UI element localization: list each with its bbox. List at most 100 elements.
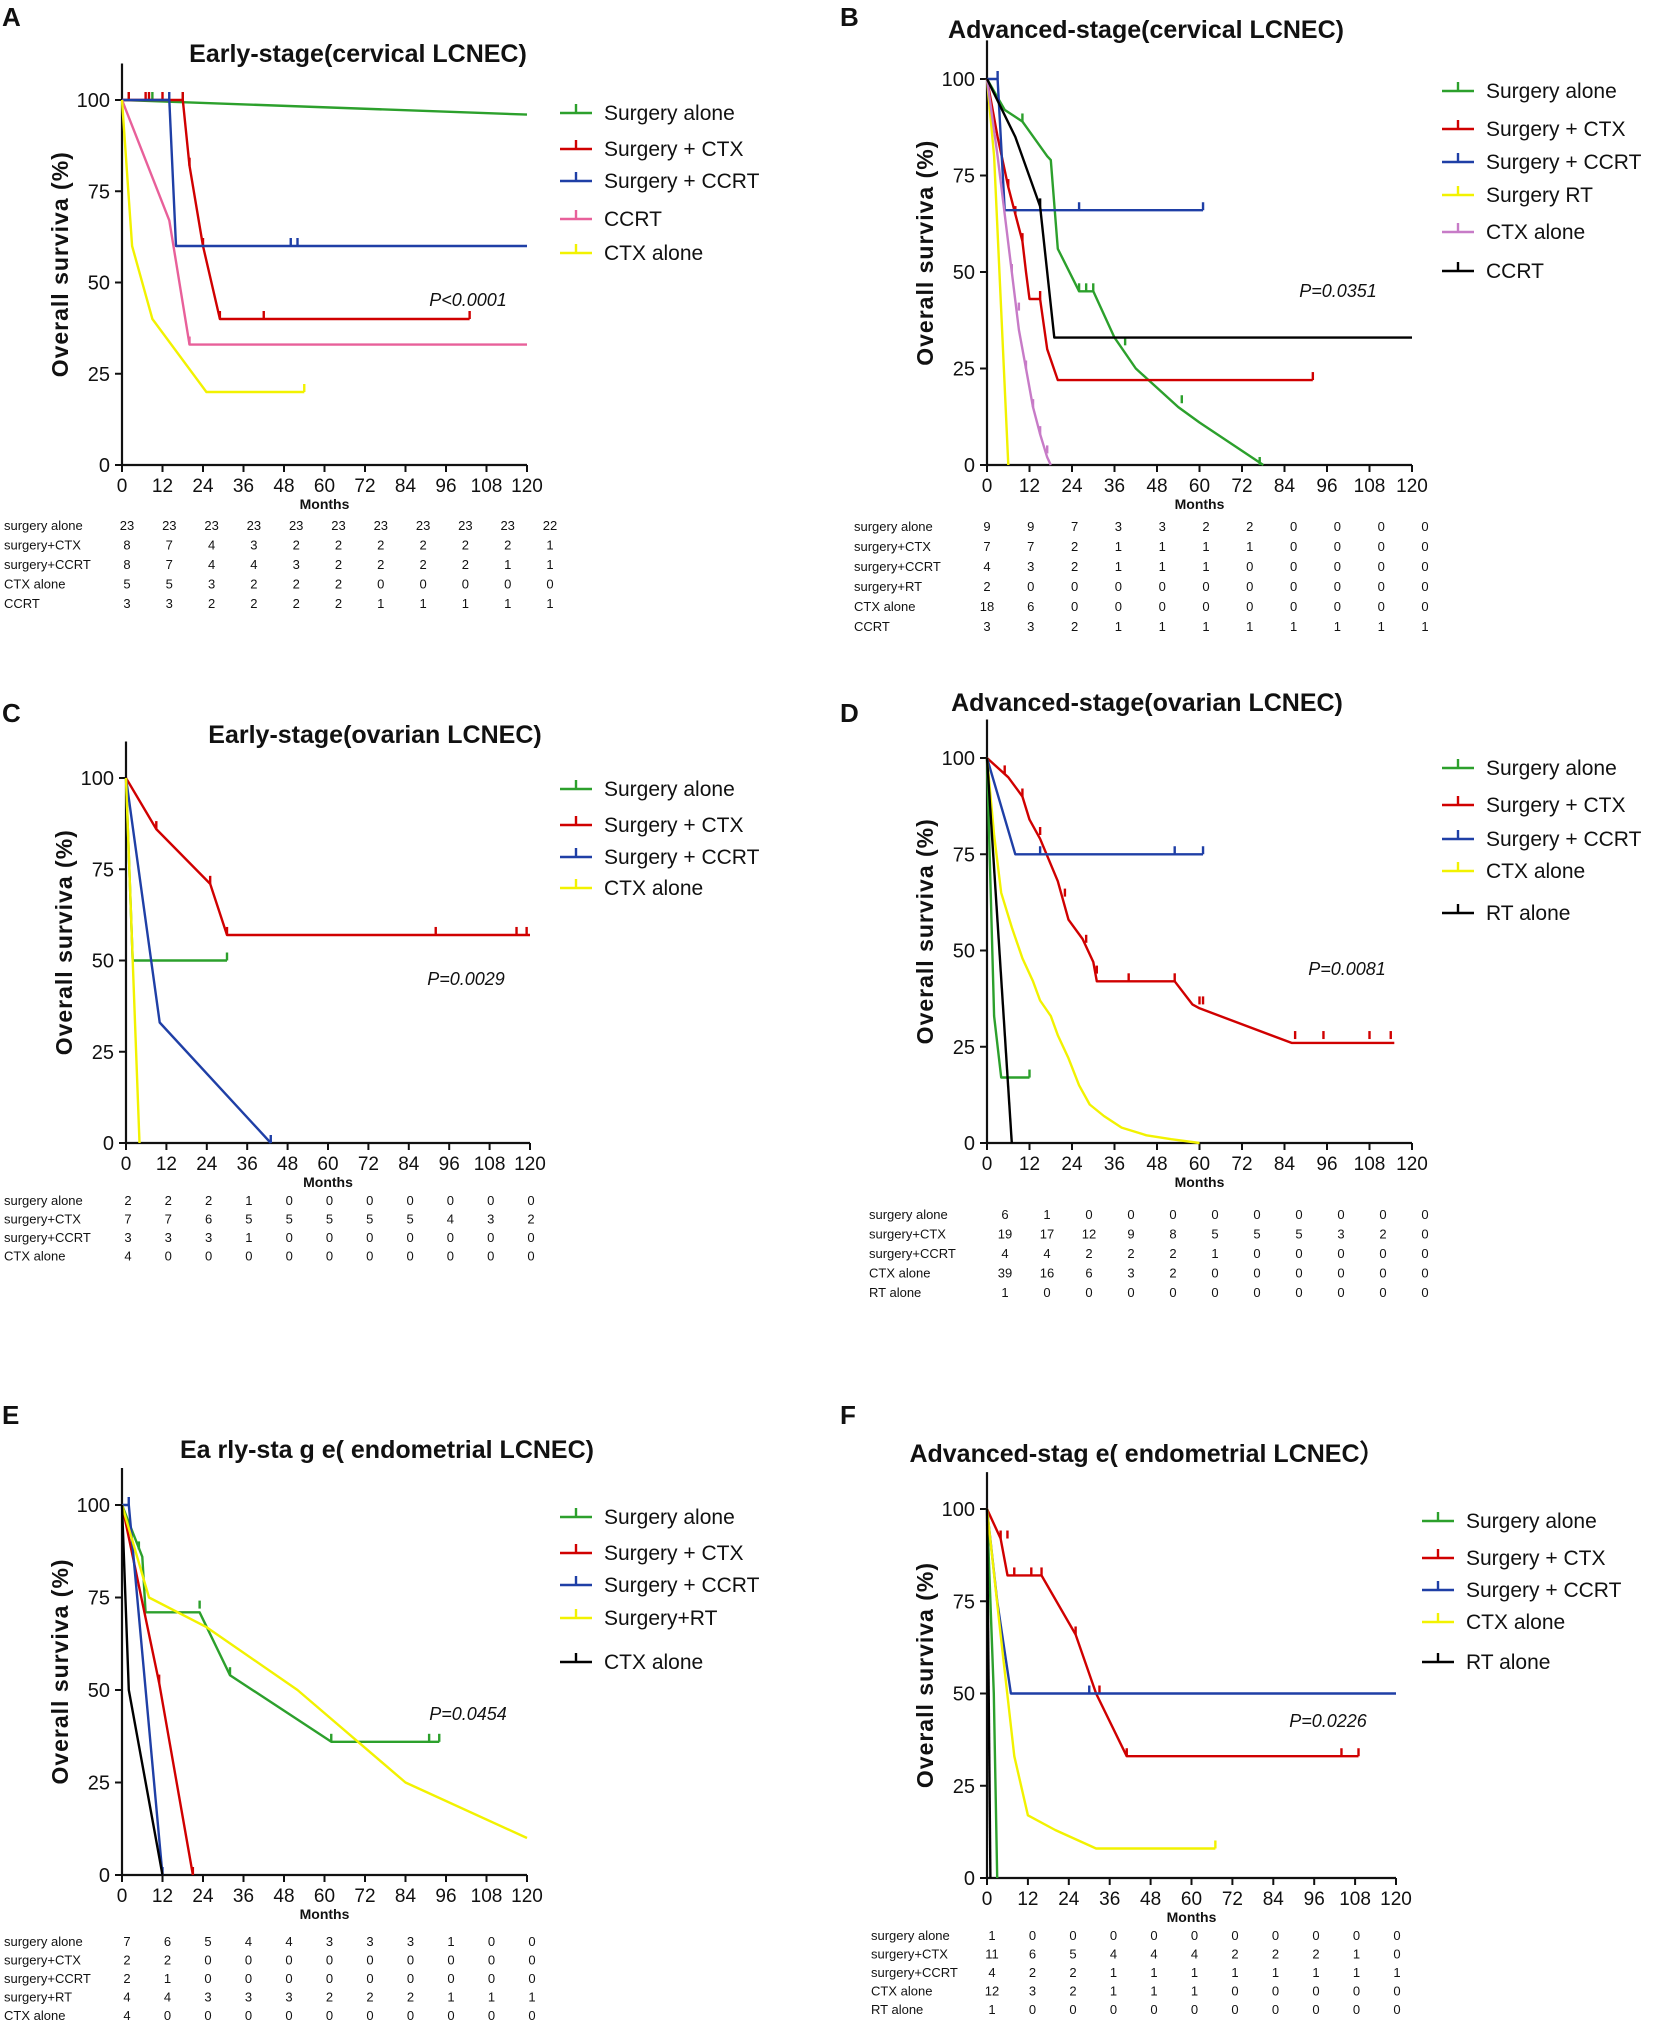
- risk-cell: 0: [1043, 1285, 1050, 1300]
- legend-label: CCRT: [1486, 260, 1544, 283]
- risk-cell: 1: [1191, 1984, 1198, 1999]
- y-tick-label: 75: [88, 181, 110, 203]
- risk-cell: 0: [326, 1971, 333, 1986]
- risk-cell: 2: [462, 538, 469, 553]
- series-surgery-alone: Surgery alone: [985, 78, 1617, 466]
- risk-cell: 1: [1231, 1965, 1238, 1980]
- y-tick-label: 100: [942, 1499, 975, 1521]
- x-tick-label: 96: [1304, 1889, 1325, 1910]
- risk-cell: 3: [285, 1990, 292, 2005]
- p-value: P<0.0001: [429, 290, 507, 310]
- risk-cell: 7: [123, 1934, 130, 1949]
- risk-cell: 0: [1353, 1984, 1360, 1999]
- risk-cell: 0: [1353, 2002, 1360, 2017]
- y-tick-label: 25: [88, 1773, 110, 1795]
- risk-cell: 1: [1378, 619, 1385, 634]
- risk-cell: 0: [1159, 599, 1166, 614]
- x-tick-label: 0: [982, 1889, 993, 1910]
- risk-row-label: surgery+CTX: [4, 1212, 81, 1227]
- y-tick-label: 0: [99, 455, 110, 477]
- y-tick-label: 25: [953, 359, 975, 381]
- y-tick-label: 50: [953, 262, 975, 284]
- risk-cell: 22: [543, 518, 557, 533]
- survival-line: [122, 98, 470, 321]
- risk-cell: 1: [1001, 1285, 1008, 1300]
- risk-cell: 1: [1115, 539, 1122, 554]
- risk-cell: 0: [1159, 579, 1166, 594]
- risk-cell: 5: [326, 1212, 333, 1227]
- risk-row-label: surgery+CTX: [4, 1953, 81, 1968]
- risk-cell: 23: [458, 518, 472, 533]
- risk-cell: 2: [165, 1193, 172, 1208]
- risk-cell: 0: [528, 2008, 535, 2023]
- risk-cell: 4: [245, 1934, 252, 1949]
- risk-cell: 2: [419, 538, 426, 553]
- x-tick-label: 120: [1396, 476, 1428, 497]
- risk-cell: 1: [245, 1230, 252, 1245]
- y-tick-label: 100: [942, 69, 975, 91]
- risk-row-label: RT alone: [869, 1285, 921, 1300]
- risk-cell: 2: [335, 557, 342, 572]
- risk-cell: 2: [250, 596, 257, 611]
- y-tick-label: 100: [77, 90, 110, 112]
- x-tick-label: 12: [152, 476, 173, 497]
- series-surgery-ctx: Surgery + CTX: [122, 92, 743, 321]
- risk-cell: 1: [1246, 619, 1253, 634]
- risk-cell: 1: [1393, 1965, 1400, 1980]
- y-tick-label: 0: [964, 1133, 975, 1155]
- legend-label: CTX alone: [604, 1651, 703, 1674]
- chart-title: Advanced-stag e( endometrial LCNEC）: [909, 1439, 1384, 1468]
- risk-cell: 2: [1312, 1947, 1319, 1962]
- x-tick-label: 108: [471, 476, 503, 497]
- p-value: P=0.0454: [429, 1704, 507, 1724]
- x-tick-label: 24: [196, 1154, 218, 1175]
- risk-cell: 3: [205, 1230, 212, 1245]
- risk-cell: 0: [488, 1934, 495, 1949]
- risk-cell: 0: [1071, 599, 1078, 614]
- y-axis-label: Overall surviva (%): [51, 829, 77, 1055]
- risk-row-label: CTX alone: [4, 577, 65, 592]
- risk-cell: 5: [406, 1212, 413, 1227]
- survival-line: [120, 1504, 528, 1840]
- legend-label: CTX alone: [604, 242, 703, 265]
- risk-cell: 23: [374, 518, 388, 533]
- risk-cell: 2: [1202, 519, 1209, 534]
- legend-label: Surgery + CTX: [1486, 118, 1625, 141]
- risk-cell: 2: [250, 577, 257, 592]
- y-tick-label: 0: [99, 1865, 110, 1887]
- x-tick-label: 84: [1274, 476, 1296, 497]
- risk-cell: 0: [326, 1193, 333, 1208]
- risk-cell: 0: [366, 1971, 373, 1986]
- series-ctx-alone: CTX alone: [985, 1508, 1565, 1850]
- risk-cell: 2: [1246, 519, 1253, 534]
- risk-cell: 2: [123, 1953, 130, 1968]
- risk-cell: 1: [1159, 559, 1166, 574]
- risk-cell: 5: [204, 1934, 211, 1949]
- risk-cell: 0: [528, 1934, 535, 1949]
- risk-cell: 19: [998, 1227, 1012, 1242]
- risk-cell: 2: [1071, 619, 1078, 634]
- risk-cell: 0: [204, 2008, 211, 2023]
- risk-cell: 1: [1290, 619, 1297, 634]
- risk-cell: 0: [204, 1971, 211, 1986]
- risk-cell: 5: [1069, 1947, 1076, 1962]
- risk-cell: 0: [1029, 2002, 1036, 2017]
- panel-letter: C: [2, 698, 21, 728]
- risk-cell: 0: [504, 577, 511, 592]
- survival-line: [985, 757, 1200, 1145]
- risk-cell: 11: [985, 1947, 999, 1962]
- survival-line: [120, 1504, 440, 1744]
- y-tick-label: 50: [88, 1680, 110, 1702]
- legend-label: RT alone: [1486, 902, 1570, 925]
- x-tick-label: 96: [435, 1886, 456, 1907]
- risk-row-label: surgery+CCRT: [4, 1971, 91, 1986]
- risk-cell: 0: [1272, 1984, 1279, 1999]
- risk-cell: 0: [1029, 1928, 1036, 1943]
- risk-cell: 2: [205, 1193, 212, 1208]
- risk-cell: 3: [250, 538, 257, 553]
- risk-cell: 0: [447, 1971, 454, 1986]
- risk-cell: 0: [1379, 1266, 1386, 1281]
- y-tick-label: 75: [953, 844, 975, 866]
- legend-label: Surgery+RT: [604, 1607, 718, 1630]
